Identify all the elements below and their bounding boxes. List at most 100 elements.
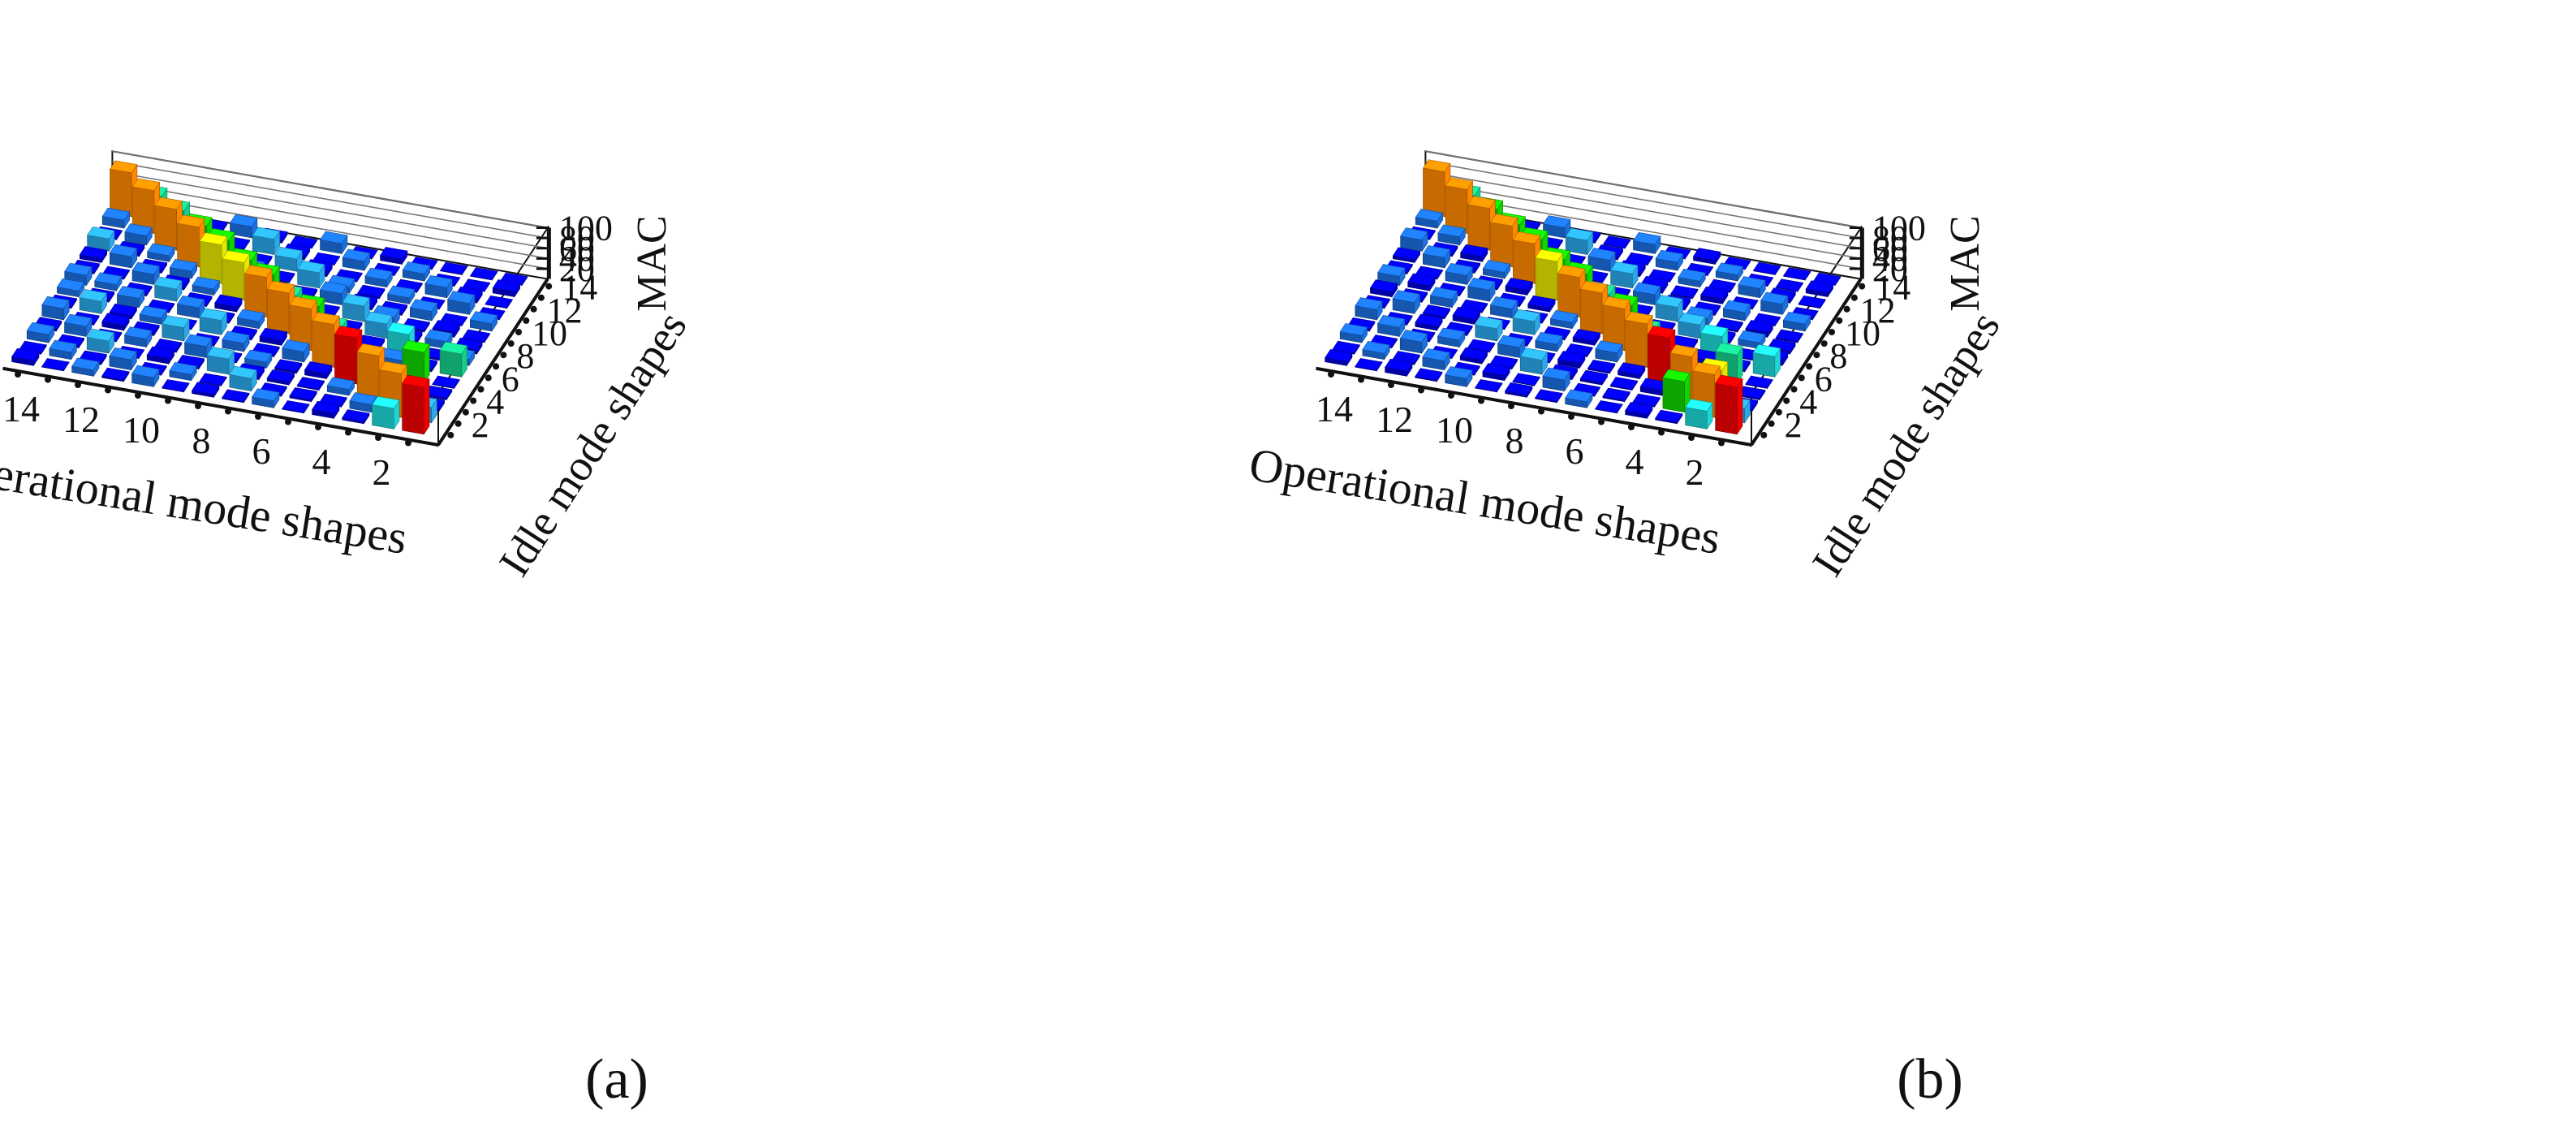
bar-face-top	[424, 329, 453, 343]
mac-bar	[1738, 276, 1766, 299]
bar-face-top	[1775, 329, 1803, 343]
mac-bar	[1617, 362, 1646, 380]
bar-face-top	[1632, 393, 1661, 407]
x-tick-label: 4	[312, 441, 331, 482]
y-tick-label: 8	[516, 336, 534, 376]
y-tick-mark	[447, 431, 454, 438]
x-tick-label: 8	[1506, 420, 1524, 461]
x-tick-mark	[1448, 392, 1454, 399]
x-tick-mark	[1628, 424, 1635, 430]
bar-face-front	[1513, 240, 1536, 284]
mac-bar	[492, 279, 521, 298]
bar-face-top	[356, 343, 386, 356]
bar-face-top	[1459, 347, 1488, 360]
bar-face-top	[176, 295, 205, 309]
x-tick-mark	[165, 397, 171, 404]
mac-bar	[229, 365, 257, 392]
bar-face-top	[162, 315, 190, 328]
bar-face-front	[1715, 382, 1738, 435]
bar-face-top	[252, 388, 280, 401]
x-tick-label: 6	[252, 430, 271, 472]
mac-bar	[1798, 295, 1826, 309]
mac-bar	[1715, 374, 1743, 435]
axes	[1316, 278, 1863, 447]
bar-face-top	[1422, 159, 1451, 172]
bar-face-top	[154, 196, 183, 210]
mac-bar	[1662, 369, 1691, 413]
bar-face-top	[274, 359, 303, 372]
bar-face-top	[206, 347, 235, 360]
chart-panel-a: 2 4 6 8 10 12 14 2 4 6 8 10 12 14 20 40 60 80 100 MAC Operat…	[0, 150, 696, 1111]
bar-face-top	[124, 223, 153, 236]
bar-face-top	[109, 160, 138, 174]
mac-bar	[1700, 286, 1729, 305]
y-tick-mark	[477, 386, 485, 393]
mac-bar	[63, 313, 93, 338]
bar-face-top	[424, 274, 453, 288]
bar-face-top	[274, 246, 303, 260]
mac-bar	[312, 400, 340, 420]
mac-bar	[1587, 359, 1616, 374]
bar-face-front	[1423, 167, 1445, 218]
x-tick-label: 12	[1376, 399, 1413, 440]
z-gridline	[112, 171, 548, 249]
mac-bar	[1467, 278, 1496, 303]
mac-bar	[424, 385, 453, 401]
mac-bar	[1557, 265, 1586, 318]
mac-bar	[409, 299, 438, 322]
bar-face-top	[1678, 268, 1706, 282]
bar-face-front	[222, 258, 245, 301]
mac-bar	[109, 244, 138, 269]
mac-bar	[56, 278, 85, 298]
mac-bar	[357, 284, 386, 300]
bar-face-top	[342, 248, 371, 262]
mac-bar	[1587, 248, 1616, 273]
bar-face-top	[1692, 362, 1721, 375]
mac-bar	[1655, 295, 1683, 322]
mac-bar	[41, 358, 70, 372]
mac-bar	[87, 227, 115, 253]
y-axis-line	[1750, 278, 1863, 447]
bar-face-top	[485, 295, 513, 309]
z-gridline	[1425, 171, 1861, 249]
z-tick-label: 60	[1872, 229, 1908, 269]
mac-bar	[342, 293, 370, 322]
bar-face-top	[1376, 314, 1406, 328]
x-tick-label: 10	[123, 409, 160, 451]
bar-face-top	[169, 258, 198, 272]
bar-face-top	[1467, 278, 1496, 291]
mac-bar	[1385, 358, 1413, 378]
mac-bar	[1475, 379, 1503, 393]
y-tick-label: 4	[1799, 382, 1817, 422]
mac-bar	[1467, 196, 1496, 252]
mac-bar	[1655, 249, 1684, 272]
mac-bar	[289, 387, 317, 403]
mac-bar	[236, 309, 265, 330]
chart-panel-b: 2 4 6 8 10 12 14 2 4 6 8 10 12 14 20 40 60 80 100 MAC Operat…	[1246, 0, 2576, 1131]
x-tick-mark	[345, 429, 351, 436]
bar-face-top	[1527, 295, 1556, 309]
mac-bar	[1572, 329, 1601, 347]
bar-face-front	[200, 240, 222, 284]
bar-face-front	[154, 205, 177, 251]
bar-face-top	[1632, 282, 1661, 296]
y-tick-mark	[1806, 363, 1813, 370]
mac-bar	[1407, 273, 1436, 292]
bar-face-top	[1579, 369, 1609, 383]
mac-bar	[1422, 159, 1451, 218]
bar-face-top	[349, 392, 377, 405]
mac-bar	[1422, 348, 1450, 371]
bar-face-top	[312, 312, 340, 325]
bar-face-front	[402, 382, 424, 435]
bar-face-top	[222, 330, 250, 344]
mac-bar	[1475, 316, 1503, 342]
bar-face-top	[1782, 267, 1811, 280]
bar-face-top	[154, 276, 183, 290]
mac-bar	[432, 375, 460, 390]
mac-bar	[176, 295, 205, 319]
mac-bar	[243, 349, 273, 369]
bar-face-top	[244, 265, 273, 278]
mac-bar	[372, 395, 400, 430]
bar-face-top	[1798, 295, 1826, 309]
